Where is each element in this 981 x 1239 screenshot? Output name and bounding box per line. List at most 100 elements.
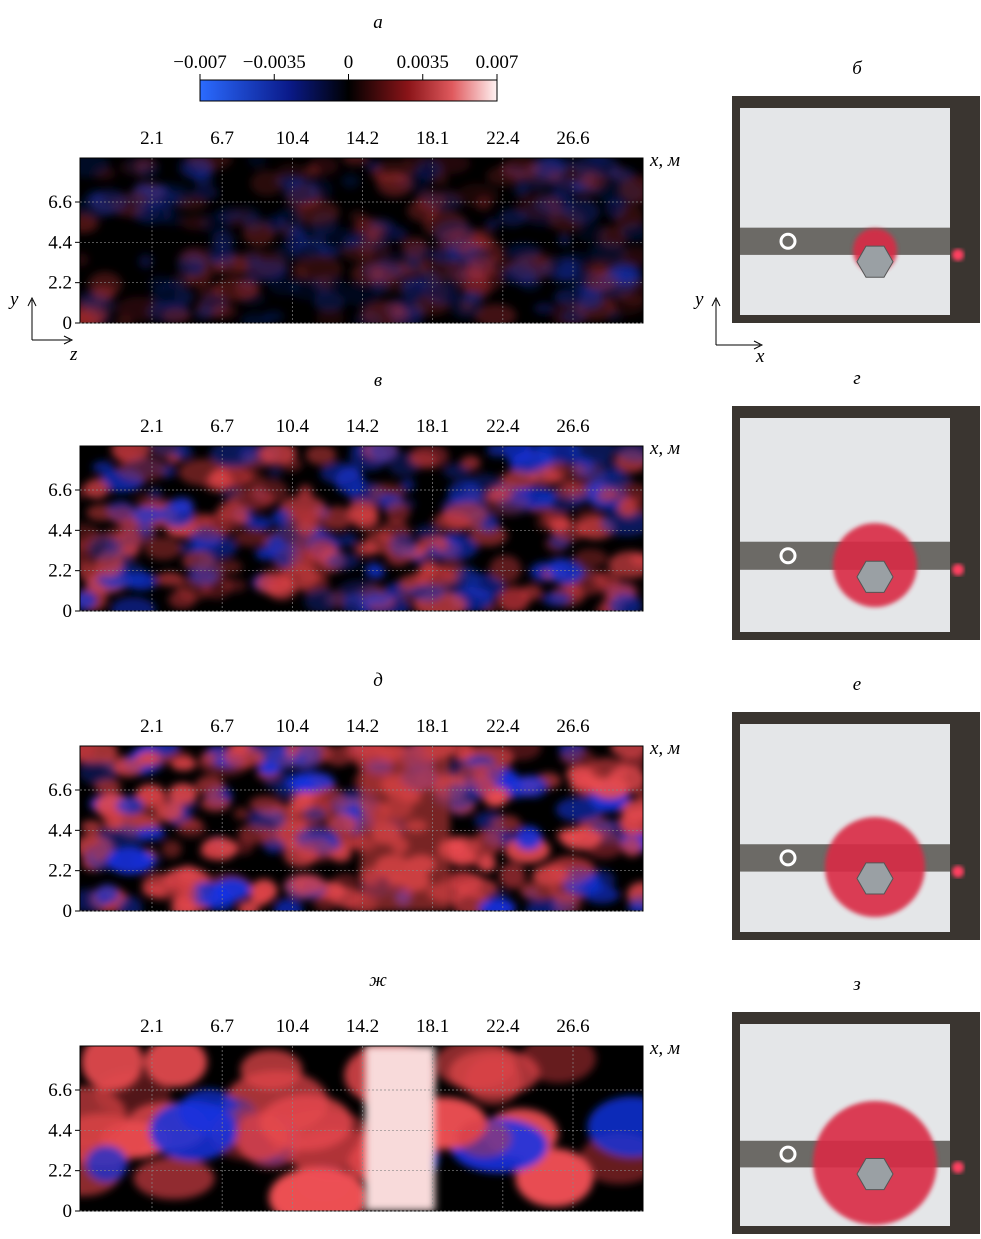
texture-blob <box>587 1096 643 1158</box>
x-tick-label: 2.1 <box>140 416 164 437</box>
texture-blob <box>461 290 484 304</box>
texture-blob <box>505 242 542 261</box>
texture-blob <box>199 750 217 766</box>
texture-blob <box>552 290 576 305</box>
heatmap <box>79 745 644 912</box>
texture-blob <box>460 455 481 471</box>
texture-blob <box>129 505 165 524</box>
y-tick-label: 2.2 <box>48 273 72 294</box>
texture-blob <box>240 313 271 323</box>
texture-blob <box>513 184 529 198</box>
texture-blob <box>448 1048 540 1097</box>
x-tick-label: 22.4 <box>486 128 520 149</box>
texture-blob <box>388 532 417 558</box>
heatmap <box>79 157 644 324</box>
texture-blob <box>548 517 571 533</box>
x-tick-label: 14.2 <box>346 1016 379 1037</box>
texture-blob <box>305 446 337 465</box>
texture-blob <box>263 310 284 323</box>
texture-blob <box>500 158 541 181</box>
texture-blob <box>354 541 377 557</box>
texture-blob <box>156 571 184 587</box>
texture-blob <box>607 264 636 280</box>
texture-blob <box>292 817 309 832</box>
texture-blob <box>80 158 110 178</box>
texture-blob <box>80 820 103 834</box>
texture-blob <box>490 815 522 833</box>
texture-blob <box>521 1046 596 1083</box>
x-tick-label: 18.1 <box>416 716 449 737</box>
texture-blob <box>100 808 119 823</box>
texture-blob <box>353 309 384 323</box>
texture-blob <box>400 278 427 300</box>
texture-blob <box>593 470 632 490</box>
x-axis-label: x, м <box>649 150 680 171</box>
x-tick-label: 22.4 <box>486 416 520 437</box>
texture-blob <box>430 247 462 265</box>
axis-label: z <box>69 344 78 365</box>
texture-blob <box>486 446 508 458</box>
texture-blob <box>562 198 601 225</box>
texture-blob <box>186 158 233 171</box>
texture-blob <box>259 446 297 465</box>
texture-blob <box>619 222 643 242</box>
texture-blob <box>533 302 556 315</box>
texture-blob <box>268 1166 368 1211</box>
texture-blob <box>149 1100 237 1162</box>
colorbar-tick-label: 0.007 <box>476 52 519 73</box>
texture-blob <box>295 199 340 225</box>
texture-blob <box>107 505 137 524</box>
axis-label: y <box>693 289 704 310</box>
y-tick-label: 4.4 <box>48 820 72 841</box>
texture-blob <box>326 552 361 571</box>
texture-blob <box>274 898 303 911</box>
texture-blob <box>233 528 268 547</box>
texture-blob <box>250 170 284 196</box>
texture-blob <box>310 226 362 254</box>
texture-blob <box>303 164 321 178</box>
texture-blob <box>162 210 184 227</box>
texture-blob <box>234 206 260 224</box>
texture-blob <box>80 313 98 323</box>
texture-blob <box>138 253 154 269</box>
texture-blob <box>423 282 458 306</box>
texture-blob <box>144 536 182 560</box>
texture-blob <box>89 837 115 862</box>
y-tick-label: 0 <box>63 1201 73 1222</box>
texture-blob <box>80 888 109 911</box>
texture-blob <box>173 288 194 304</box>
texture-blob <box>181 215 210 231</box>
texture-blob <box>268 465 283 478</box>
y-tick-label: 6.6 <box>48 1080 72 1101</box>
heatmap <box>79 1045 644 1212</box>
texture-blob <box>80 590 98 611</box>
texture-blob <box>355 508 380 532</box>
x-axis-label: x, м <box>649 738 680 759</box>
texture-blob <box>499 862 526 889</box>
texture-blob <box>223 578 247 593</box>
texture-blob <box>81 1046 144 1092</box>
texture-blob <box>500 470 537 489</box>
texture-blob <box>211 230 235 250</box>
texture-blob <box>371 159 415 184</box>
x-tick-label: 10.4 <box>276 128 310 149</box>
y-tick-label: 2.2 <box>48 861 72 882</box>
texture-blob <box>503 446 533 464</box>
texture-blob <box>304 587 339 611</box>
photo-bolt <box>856 862 894 895</box>
texture-blob <box>469 525 508 547</box>
texture-blob <box>519 276 542 292</box>
texture-blob <box>555 796 605 822</box>
texture-blob <box>485 218 500 231</box>
photo-ring <box>779 547 797 565</box>
texture-blob <box>608 765 643 793</box>
texture-blob <box>192 184 219 201</box>
photo-laser <box>952 1161 964 1174</box>
photo-bolt <box>856 245 894 278</box>
texture-blob <box>113 758 143 778</box>
texture-blob <box>216 207 241 223</box>
y-tick-label: 2.2 <box>48 1161 72 1182</box>
texture-blob <box>448 232 474 251</box>
texture-blob <box>259 1094 353 1151</box>
